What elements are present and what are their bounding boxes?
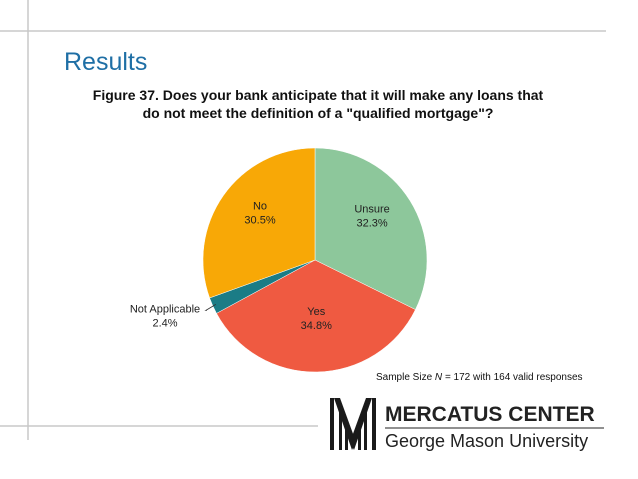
note-text: = 172 with 164 valid responses xyxy=(444,372,583,383)
logo-icon xyxy=(330,398,376,450)
note-symbol: N xyxy=(434,372,443,383)
chart-title: Figure 37. Does your bank anticipate tha… xyxy=(92,87,544,121)
slice-value-label: 2.4% xyxy=(152,317,177,329)
pie-slice xyxy=(314,147,428,310)
slice-value-label: 34.8% xyxy=(301,320,332,332)
heading: Results xyxy=(64,48,148,76)
slice-label: Not Applicable xyxy=(130,303,200,315)
note-label: Sample Size xyxy=(376,372,433,383)
sample-note: Sample Size N = 172 with 164 valid respo… xyxy=(376,372,583,383)
slice-value-label: 30.5% xyxy=(244,214,275,226)
slice-value-label: 32.3% xyxy=(356,218,387,230)
slice-label: Yes xyxy=(307,306,325,318)
slice-label: No xyxy=(253,200,267,212)
pie-slice xyxy=(202,147,316,299)
logo-name: MERCATUS CENTER xyxy=(385,403,595,426)
logo-university: George Mason University xyxy=(385,431,588,451)
slice-label: Unsure xyxy=(354,204,389,216)
pie-slice xyxy=(216,259,416,373)
leader-line xyxy=(204,304,217,311)
